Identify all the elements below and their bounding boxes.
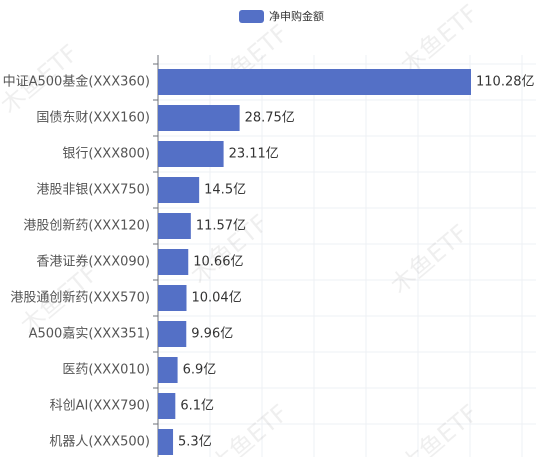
watermark: 木鱼ETF	[205, 399, 293, 457]
y-tick-label: 银行(XXX800)	[62, 147, 150, 162]
bar	[158, 429, 174, 455]
value-label: 9.96亿	[191, 327, 233, 342]
value-label: 14.5亿	[204, 183, 246, 198]
y-tick-label: 香港证券(XXX090)	[36, 254, 150, 270]
watermark: 木鱼ETF	[385, 219, 473, 299]
value-label: 110.28亿	[476, 75, 535, 90]
y-tick-label: 机器人(XXX500)	[49, 435, 150, 450]
y-tick-label: 港股创新药(XXX120)	[23, 218, 150, 234]
value-label: 10.04亿	[191, 291, 241, 306]
value-label: 11.57亿	[196, 219, 246, 234]
value-label: 23.11亿	[229, 147, 279, 162]
y-tick-label: 国债东财(XXX160)	[36, 111, 150, 126]
bar	[158, 357, 178, 383]
y-tick-label: 中证A500基金(XXX360)	[3, 74, 150, 90]
bar	[158, 213, 191, 239]
value-label: 5.3亿	[178, 435, 212, 450]
legend-swatch	[239, 10, 264, 23]
bar	[158, 105, 240, 131]
bar	[158, 285, 187, 311]
bar	[158, 177, 200, 203]
y-tick-label: 医药(XXX010)	[62, 363, 150, 378]
y-tick-label: 科创AI(XXX790)	[50, 399, 150, 414]
bar	[158, 141, 224, 167]
bar	[158, 249, 189, 275]
value-label: 6.1亿	[180, 399, 214, 414]
bar	[158, 393, 176, 419]
bar	[158, 321, 187, 347]
bar	[158, 69, 471, 95]
value-label: 10.66亿	[193, 255, 243, 270]
legend-label: 净申购金额	[269, 9, 324, 23]
value-label: 28.75亿	[245, 111, 295, 126]
value-label: 6.9亿	[183, 363, 217, 378]
y-tick-label: 港股通创新药(XXX570)	[10, 290, 150, 306]
y-tick-label: 港股非银(XXX750)	[36, 183, 150, 198]
y-tick-label: A500嘉实(XXX351)	[29, 327, 150, 342]
